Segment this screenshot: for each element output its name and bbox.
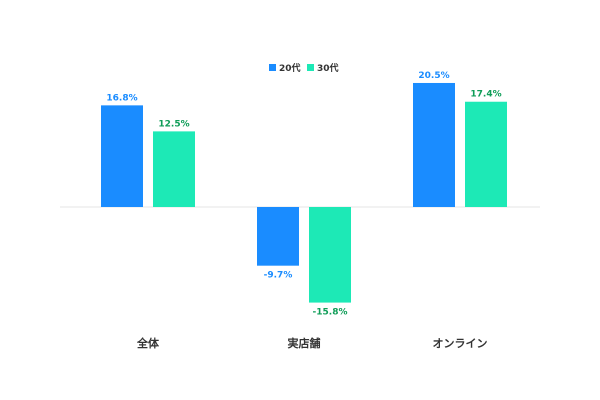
bars-group [101, 82, 507, 303]
value-label: 20.5% [418, 71, 449, 81]
bar-30s-2 [465, 101, 507, 207]
legend-swatch-20s [269, 64, 276, 71]
category-label: オンライン [433, 337, 488, 350]
legend-label-30s: 30代 [317, 62, 339, 74]
value-label: -15.8% [313, 308, 348, 318]
legend-label-20s: 20代 [279, 62, 301, 74]
bar-20s-0 [101, 105, 143, 207]
bar-20s-2 [413, 82, 455, 207]
bar-30s-1 [309, 207, 351, 303]
category-label: 実店舗 [288, 336, 321, 350]
value-label: -9.7% [264, 271, 293, 281]
legend: 20代 30代 [269, 62, 339, 74]
category-label: 全体 [136, 336, 160, 350]
value-label: 12.5% [158, 119, 189, 129]
bar-20s-1 [257, 207, 299, 266]
legend-swatch-30s [307, 64, 314, 71]
value-label: 17.4% [470, 90, 501, 100]
bar-30s-0 [153, 131, 195, 207]
category-labels-group: 全体 実店舗 オンライン [136, 336, 488, 350]
value-labels-group: 16.8% -9.7% 20.5% 12.5% -15.8% 17.4% [106, 71, 501, 318]
value-label: 16.8% [106, 93, 137, 103]
